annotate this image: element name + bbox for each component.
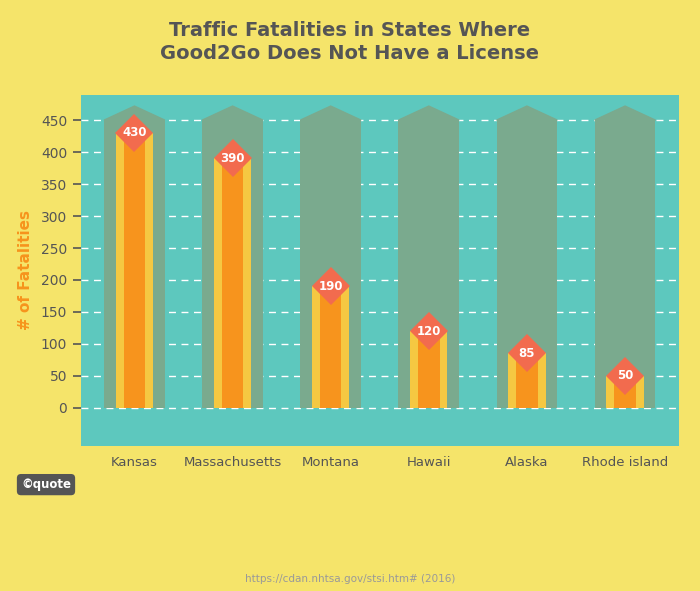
Bar: [300, 120, 361, 408]
Bar: [222, 158, 244, 408]
Y-axis label: # of Fatalities: # of Fatalities: [18, 210, 33, 330]
Polygon shape: [594, 106, 655, 120]
Polygon shape: [202, 106, 263, 120]
Text: 120: 120: [416, 324, 441, 337]
Text: 50: 50: [617, 369, 634, 382]
Polygon shape: [398, 106, 459, 120]
Text: 430: 430: [122, 126, 147, 139]
Bar: [202, 120, 263, 408]
Polygon shape: [104, 106, 165, 120]
Text: Good2Go Does Not Have a License: Good2Go Does Not Have a License: [160, 44, 540, 63]
Text: 390: 390: [220, 152, 245, 165]
Bar: [124, 133, 146, 408]
Bar: [312, 287, 349, 408]
Bar: [516, 353, 538, 408]
Bar: [104, 120, 165, 408]
Bar: [606, 376, 644, 408]
Polygon shape: [496, 106, 557, 120]
Bar: [508, 353, 545, 408]
Text: 190: 190: [318, 280, 343, 293]
Bar: [410, 331, 447, 408]
Bar: [594, 120, 655, 408]
Bar: [398, 120, 459, 408]
Bar: [320, 287, 342, 408]
Text: https://cdan.nhtsa.gov/stsi.htm# (2016): https://cdan.nhtsa.gov/stsi.htm# (2016): [245, 574, 455, 584]
Bar: [214, 158, 251, 408]
Text: 85: 85: [519, 347, 536, 360]
Bar: [614, 376, 636, 408]
Text: ©quote: ©quote: [21, 478, 71, 491]
Bar: [116, 133, 153, 408]
Text: Traffic Fatalities in States Where: Traffic Fatalities in States Where: [169, 21, 531, 40]
Bar: [418, 331, 440, 408]
Bar: [496, 120, 557, 408]
Polygon shape: [300, 106, 361, 120]
